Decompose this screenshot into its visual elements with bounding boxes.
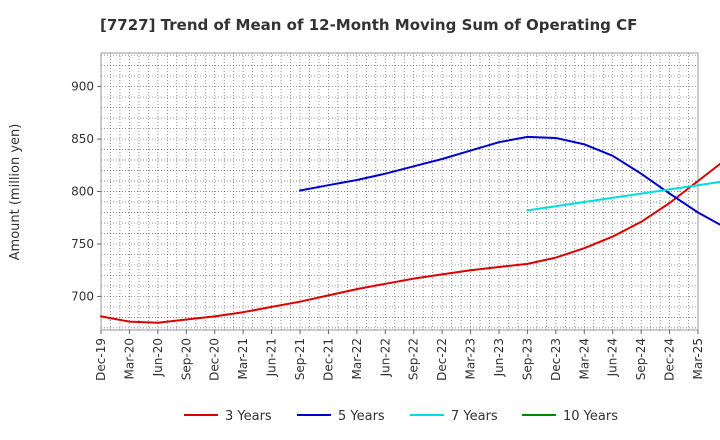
series-line-5-years <box>299 135 720 226</box>
x-tick-label: Jun-24 <box>606 338 620 377</box>
series-line-3-years <box>100 162 720 324</box>
x-tick-label: Mar-24 <box>577 338 591 379</box>
x-tick-label: Mar-25 <box>691 338 705 379</box>
x-axis: Dec-19 Mar-20 Jun-20 Sep-20 Dec-20 Mar-21 Jun-… <box>94 330 705 381</box>
x-tick-label: Sep-21 <box>293 338 307 380</box>
x-tick-label: Dec-24 <box>663 338 677 381</box>
x-tick-label: Jun-22 <box>378 338 392 377</box>
x-tick-label: Sep-20 <box>179 338 193 380</box>
x-tick-label: Mar-21 <box>236 338 250 379</box>
x-tick-label: Jun-21 <box>265 338 279 377</box>
chart-title: [7727] Trend of Mean of 12-Month Moving … <box>100 16 637 34</box>
grid <box>101 53 698 330</box>
series-line-7-years <box>526 180 720 212</box>
legend-label: 3 Years <box>225 409 272 424</box>
x-tick-label: Dec-19 <box>94 338 108 381</box>
x-tick-label: Jun-23 <box>492 338 506 377</box>
y-tick-label: 800 <box>71 185 94 199</box>
x-tick-label: Dec-20 <box>208 338 222 381</box>
x-tick-label: Mar-20 <box>122 338 136 379</box>
y-tick-label: 750 <box>71 237 94 251</box>
y-axis: 700 750 800 850 900 <box>71 80 101 303</box>
x-tick-label: Jun-20 <box>151 338 165 377</box>
x-tick-label: Dec-22 <box>435 338 449 381</box>
y-axis-label: Amount (million yen) <box>8 124 23 261</box>
y-tick-label: 900 <box>71 80 94 94</box>
x-tick-label: Sep-24 <box>634 338 648 380</box>
y-tick-label: 850 <box>71 132 94 146</box>
x-tick-label: Sep-22 <box>407 338 421 380</box>
x-tick-label: Mar-22 <box>350 338 364 379</box>
y-tick-label: 700 <box>71 289 94 303</box>
x-tick-label: Dec-21 <box>321 338 335 381</box>
legend: 3 Years 5 Years 7 Years 10 Years <box>184 409 618 424</box>
series-layer <box>100 135 720 324</box>
legend-label: 5 Years <box>338 409 385 424</box>
x-tick-label: Sep-23 <box>520 338 534 380</box>
x-tick-label: Mar-23 <box>464 338 478 379</box>
x-tick-label: Dec-23 <box>549 338 563 381</box>
legend-label: 10 Years <box>563 409 618 424</box>
legend-label: 7 Years <box>451 409 498 424</box>
